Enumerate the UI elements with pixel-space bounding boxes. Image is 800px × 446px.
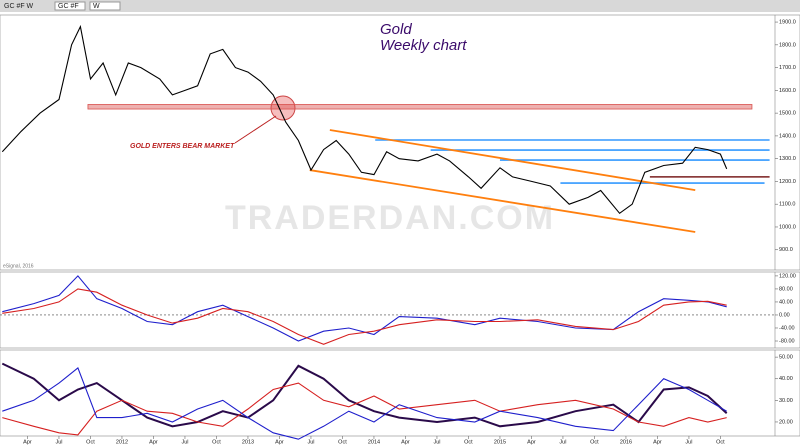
source: eSignal, 2016 — [3, 263, 34, 269]
y-tick-label: 30.00 — [779, 398, 793, 404]
x-tick-label: Oct — [338, 439, 347, 445]
trend-line — [309, 169, 696, 233]
series-line — [2, 382, 727, 436]
x-tick-label: 2012 — [116, 439, 128, 445]
symbol-box[interactable] — [54, 1, 86, 11]
y-tick-label: 1200.0 — [779, 179, 796, 185]
y-tick-label: 40.00 — [779, 376, 793, 382]
annotation-arrow — [234, 115, 277, 144]
y-tick-label: 1000.0 — [779, 224, 796, 230]
y-tick-label: 1300.0 — [779, 156, 796, 162]
resistance-band — [87, 104, 753, 110]
x-tick-label: Jul — [685, 439, 692, 445]
x-tick-label: Apr — [401, 439, 410, 445]
y-tick-label: 1400.0 — [779, 133, 796, 139]
x-tick-label: Jul — [55, 439, 62, 445]
y-tick-label: 120.00 — [779, 273, 796, 279]
series-line — [2, 366, 727, 440]
y-tick-label: 80.00 — [779, 286, 793, 292]
y-tick-label: 40.00 — [779, 299, 793, 305]
x-tick-label: Apr — [527, 439, 536, 445]
x-tick-label: 2014 — [368, 439, 380, 445]
y-tick-label: 0.00 — [779, 312, 790, 318]
y-tick-label: 1800.0 — [779, 42, 796, 48]
y-tick-label: 1500.0 — [779, 111, 796, 117]
annotation: GOLD ENTERS BEAR MARKET — [130, 143, 235, 150]
x-tick-label: Jul — [559, 439, 566, 445]
toolbar — [0, 0, 800, 12]
x-tick-label: Apr — [23, 439, 32, 445]
watermark: TRADERDAN.COM — [225, 199, 555, 237]
y-tick-label: 1700.0 — [779, 65, 796, 71]
x-tick-label: 2015 — [494, 439, 506, 445]
y-tick-label: 1900.0 — [779, 20, 796, 26]
x-tick-label: Oct — [590, 439, 599, 445]
chart-title: Gold — [380, 21, 412, 38]
toolbar-interval[interactable]: W — [93, 3, 100, 10]
x-tick-label: Jul — [433, 439, 440, 445]
x-tick-label: Jul — [307, 439, 314, 445]
x-tick-label: Oct — [86, 439, 95, 445]
x-tick-label: Oct — [212, 439, 221, 445]
series-line — [1, 24, 728, 215]
panel-frame — [0, 271, 800, 349]
y-tick-label: 50.00 — [779, 355, 793, 361]
y-tick-label: 900.0 — [779, 247, 793, 253]
chart-subtitle: Weekly chart — [380, 37, 467, 54]
x-tick-label: 2016 — [620, 439, 632, 445]
interval-box[interactable] — [89, 1, 121, 11]
y-tick-label: 1100.0 — [779, 202, 795, 208]
series-line — [2, 288, 727, 345]
x-tick-label: Jul — [181, 439, 188, 445]
x-tick-label: 2013 — [242, 439, 254, 445]
toolbar-symbol: GC #F W — [4, 3, 34, 10]
toolbar-field[interactable]: GC #F — [58, 3, 79, 10]
series-line — [1, 362, 728, 428]
x-tick-label: Apr — [149, 439, 158, 445]
x-tick-label: Oct — [464, 439, 473, 445]
series-line — [2, 275, 727, 342]
x-tick-label: Apr — [653, 439, 662, 445]
y-tick-label: -80.00 — [779, 338, 795, 344]
trend-line — [329, 129, 696, 191]
panel-frame — [0, 349, 800, 437]
y-tick-label: 1600.0 — [779, 88, 796, 94]
y-tick-label: 20.00 — [779, 419, 793, 425]
x-tick-label: Apr — [275, 439, 284, 445]
x-tick-label: Oct — [716, 439, 725, 445]
y-tick-label: -40.00 — [779, 325, 795, 331]
panel-frame — [0, 14, 800, 271]
